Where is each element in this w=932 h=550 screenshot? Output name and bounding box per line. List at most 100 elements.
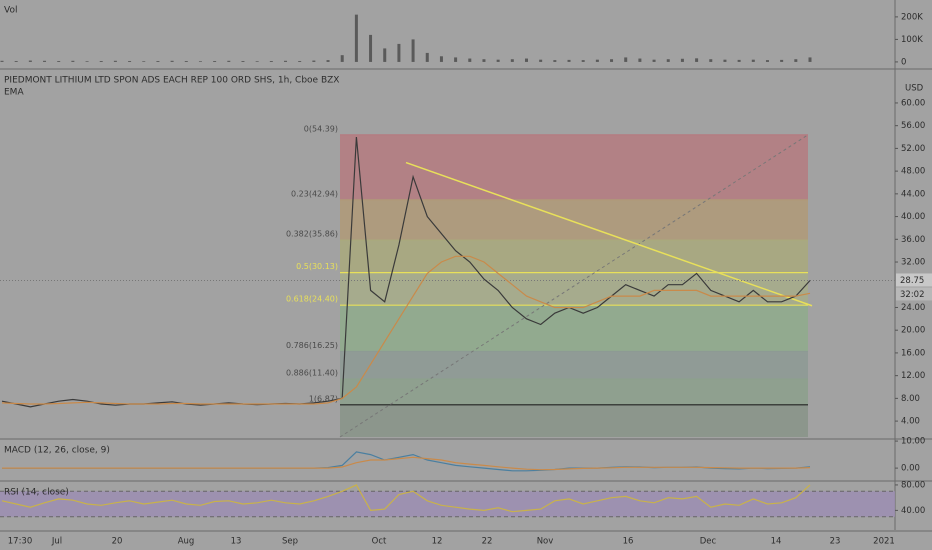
volume-bar	[170, 60, 174, 62]
fib-label: 0.786(16.25)	[286, 341, 338, 350]
volume-bar	[553, 60, 557, 62]
y-tick-label: 100K	[901, 35, 923, 45]
fib-zone	[340, 199, 808, 241]
x-tick-label: 12	[432, 537, 443, 547]
last-price-box	[896, 273, 932, 287]
x-tick-label: 16	[623, 537, 634, 547]
fib-label: 0(54.39)	[304, 124, 338, 133]
fib-zone	[340, 379, 808, 405]
series-line	[1, 484, 811, 513]
volume-bar	[652, 59, 656, 62]
panel-title: MACD (12, 26, close, 9)	[4, 446, 110, 456]
y-tick-label: 56.00	[901, 121, 925, 131]
volume-bar	[610, 59, 614, 62]
volume-bar	[397, 43, 401, 62]
volume-bar	[638, 58, 642, 62]
panel-title: RSI (14, close)	[4, 488, 69, 498]
volume-bar	[255, 61, 259, 62]
volume-bar	[369, 34, 373, 62]
volume-bar	[780, 59, 784, 62]
volume-bar	[184, 61, 188, 62]
y-tick-label: 44.00	[901, 189, 925, 199]
fib-label: 0.382(35.86)	[286, 230, 338, 239]
volume-bar	[340, 55, 344, 62]
panel: 0(54.39) 0.23(42.94) 0.382(35.86) 0.5(30.13…	[0, 76, 932, 438]
x-tick-label: 22	[482, 537, 493, 547]
volume-bar	[113, 60, 117, 62]
volume-bar	[454, 57, 458, 62]
volume-bar	[85, 61, 89, 62]
y-tick-label: 24.00	[901, 303, 925, 313]
volume-bar	[57, 61, 61, 62]
panel-title: PIEDMONT LITHIUM LTD SPON ADS EACH REP 1…	[4, 76, 339, 86]
volume-bar	[709, 59, 713, 62]
x-tick-label: Nov	[537, 537, 554, 547]
volume-bar	[0, 60, 4, 62]
series-line	[2, 456, 811, 471]
countdown-box	[896, 287, 932, 301]
volume-bar	[213, 61, 217, 62]
volume-bar	[298, 61, 302, 62]
rsi-band	[0, 491, 895, 517]
volume-bar	[326, 60, 330, 62]
volume-bar	[28, 60, 32, 62]
fib-zone	[340, 351, 808, 380]
x-tick-label: Sep	[282, 537, 298, 547]
y-tick-label: 20.00	[901, 326, 925, 336]
fib-diagonal	[339, 134, 809, 438]
fib-label: 1(6.87)	[309, 394, 338, 403]
volume-bar	[723, 59, 727, 62]
y-tick-label: 10.00	[901, 437, 925, 447]
volume-bar	[751, 59, 755, 62]
volume-bar	[595, 59, 599, 62]
volume-bar	[808, 57, 812, 62]
volume-bar	[156, 61, 160, 62]
y-tick-label: 40.00	[901, 212, 925, 222]
volume-bar	[567, 59, 571, 62]
panel: 0 100K 200K Vol	[0, 6, 923, 67]
y-tick-label: 0	[901, 57, 906, 67]
fib-zone	[340, 240, 808, 273]
volume-bar	[354, 14, 358, 62]
y-tick-label: 12.00	[901, 371, 925, 381]
volume-bar	[241, 61, 245, 62]
x-tick-label: 14	[771, 537, 782, 547]
fib-zone	[340, 404, 808, 437]
volume-bar	[425, 52, 429, 62]
y-tick-label: 36.00	[901, 235, 925, 245]
volume-bar	[794, 59, 798, 62]
last-price: 28.75	[900, 276, 924, 286]
x-tick-label: 20	[112, 537, 123, 547]
volume-bar	[411, 39, 415, 62]
y-tick-label: 32.00	[901, 258, 925, 268]
volume-bar	[737, 59, 741, 62]
volume-bar	[439, 56, 443, 62]
y-tick-label: 8.00	[901, 394, 920, 404]
volume-bar	[624, 57, 628, 62]
x-tick-label: 13	[231, 537, 242, 547]
volume-bar	[468, 58, 472, 62]
volume-bar	[383, 48, 387, 62]
panel: 40.00 80.00 RSI (14, close)	[0, 480, 925, 518]
y-tick-label: 0.00	[901, 464, 920, 474]
volume-bar	[198, 61, 202, 62]
y-tick-label: 80.00	[901, 480, 925, 490]
volume-bar	[312, 60, 316, 62]
x-tick-label: 17:30	[8, 537, 33, 547]
volume-bar	[496, 59, 500, 62]
x-tick-label: Aug	[178, 537, 195, 547]
y-tick-label: 48.00	[901, 167, 925, 177]
x-tick-label: 2021	[873, 537, 895, 547]
volume-bar	[765, 60, 769, 62]
fib-label: 0.5(30.13)	[296, 262, 338, 271]
panel-title: Vol	[4, 6, 17, 16]
volume-bar	[14, 61, 18, 62]
panel: 0.00 10.00 MACD (12, 26, close, 9)	[2, 437, 925, 474]
volume-bar	[142, 61, 146, 62]
volume-bar	[539, 59, 543, 62]
fib-label: 0.886(11.40)	[286, 369, 338, 378]
volume-bar	[680, 58, 684, 62]
volume-bar	[269, 61, 273, 62]
